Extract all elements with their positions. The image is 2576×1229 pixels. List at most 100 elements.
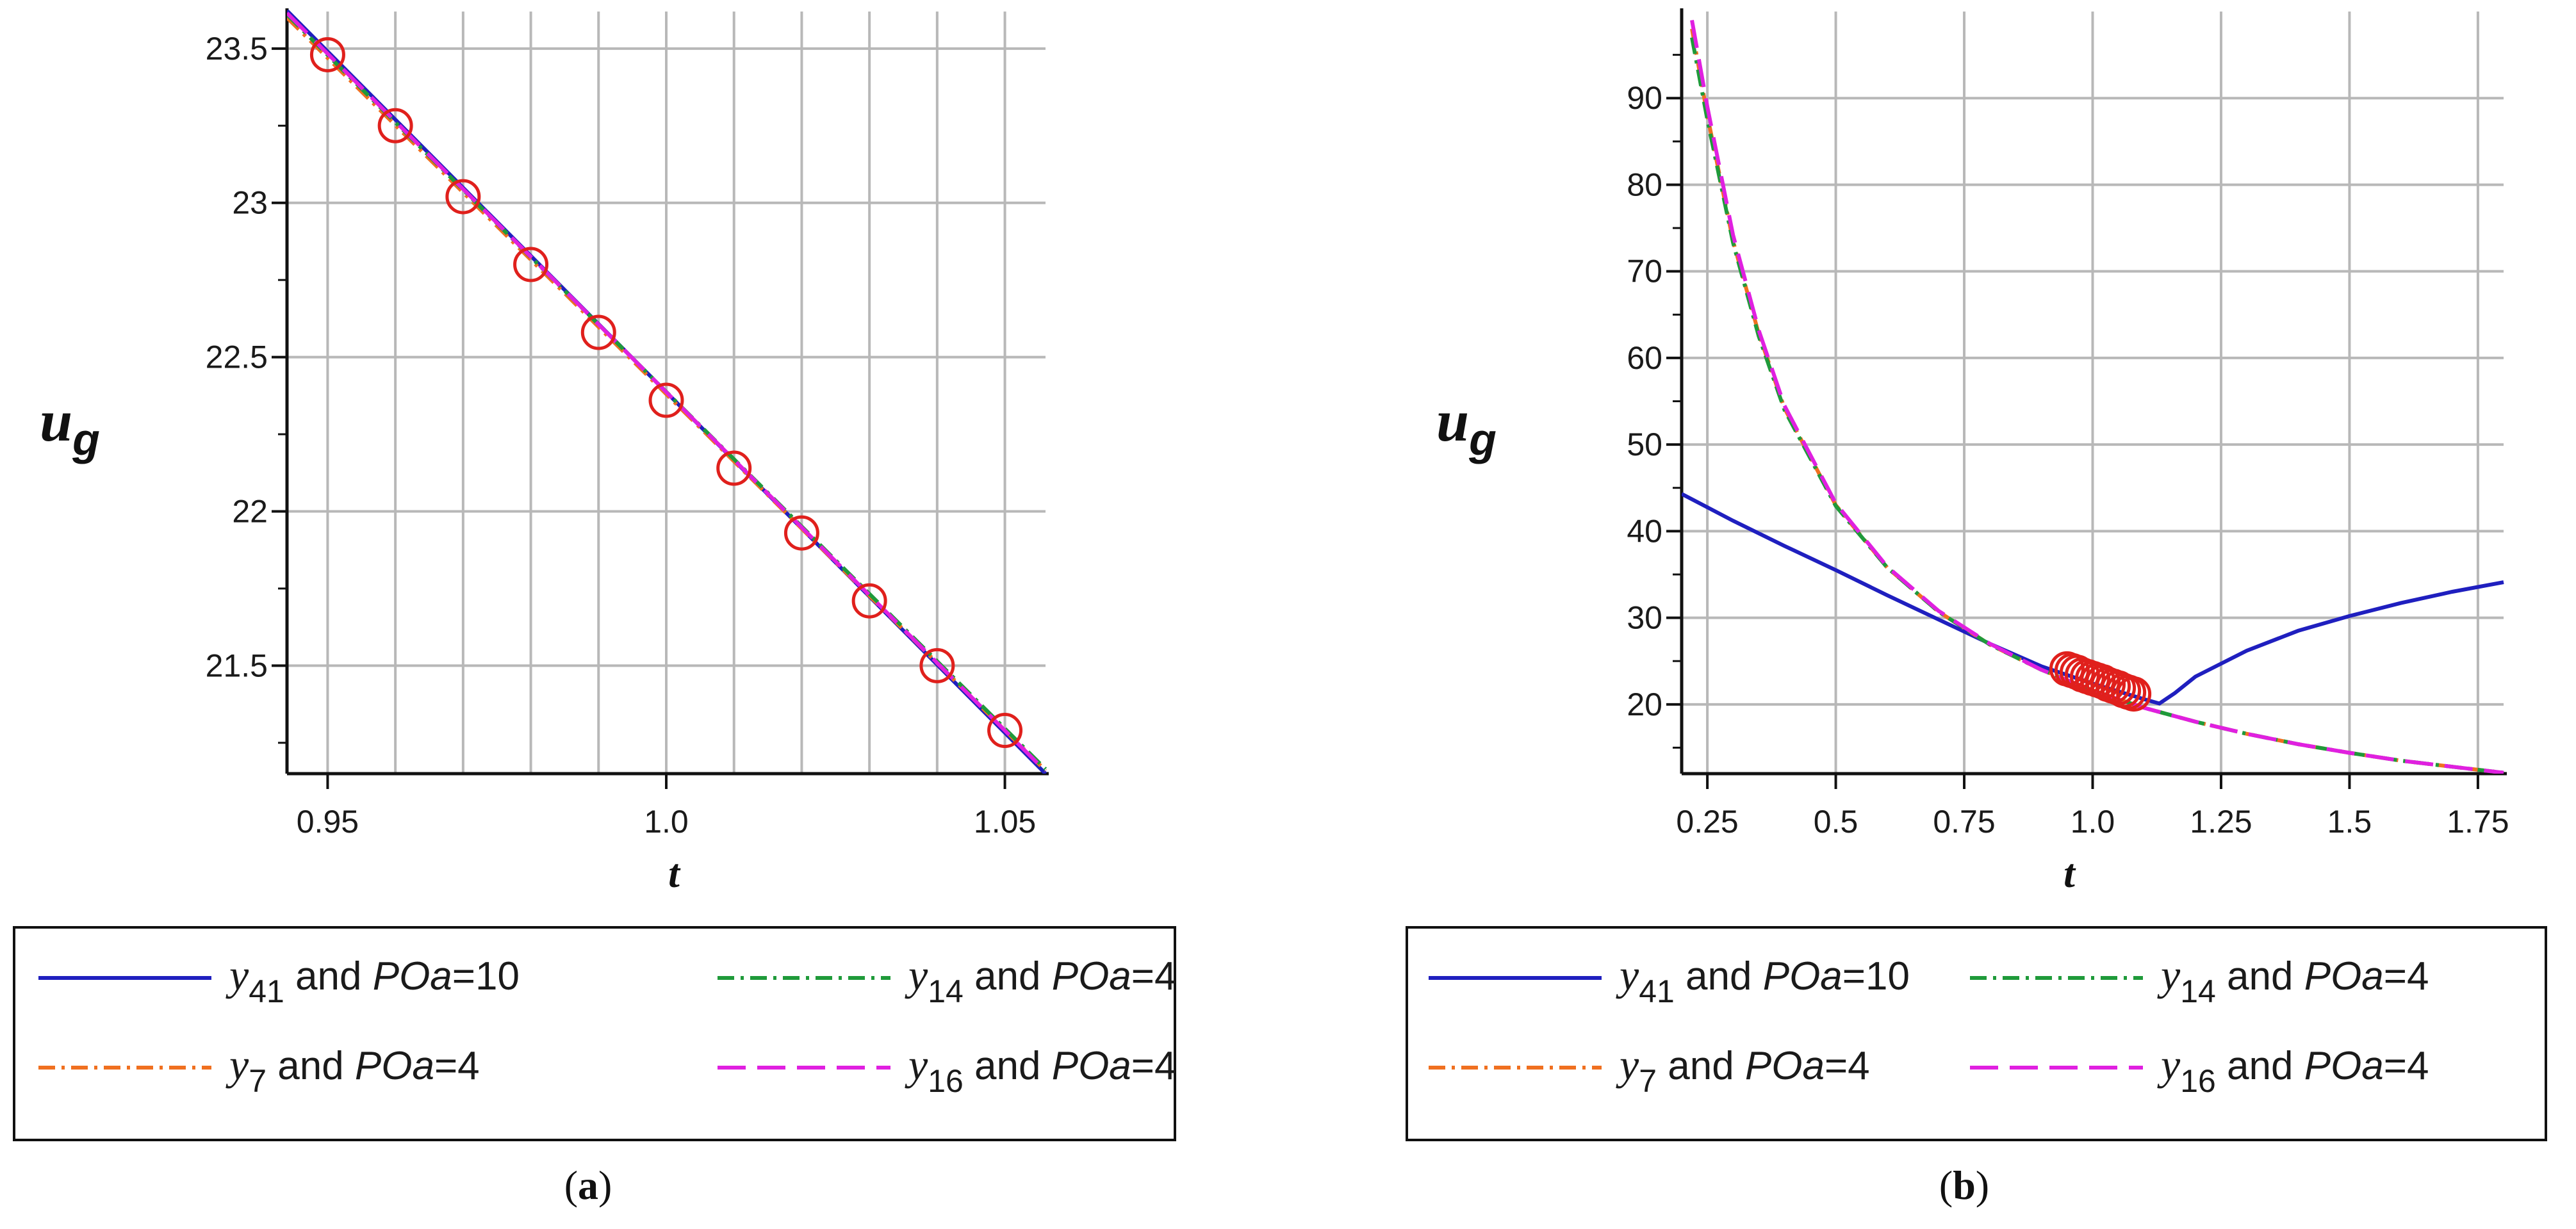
legend-entry: y14 and POa=4 bbox=[2157, 950, 2429, 1009]
legend-entry: y16 and POa=4 bbox=[905, 1040, 1176, 1099]
series-line bbox=[1690, 28, 2504, 774]
legend-subscript: 16 bbox=[928, 1063, 964, 1099]
legend-symbol: y bbox=[905, 950, 928, 999]
legend-entry: y41 and POa=10 bbox=[1616, 950, 1910, 1009]
legend-symbol: y bbox=[226, 950, 249, 999]
y-tick-label: 22 bbox=[232, 493, 268, 529]
x-tick-label: 0.95 bbox=[297, 804, 359, 840]
series-line bbox=[1690, 19, 2504, 774]
x-axis-label: t bbox=[2063, 851, 2076, 896]
legend-connector: and bbox=[2216, 954, 2304, 998]
caption-letter: b bbox=[1953, 1162, 1976, 1208]
data-point-marker bbox=[2116, 676, 2152, 712]
legend-value: =4 bbox=[1825, 1044, 1870, 1088]
legend-param: POa bbox=[2304, 1044, 2384, 1088]
legend-subscript: 14 bbox=[928, 973, 964, 1009]
legend-param: POa bbox=[1052, 1044, 1131, 1088]
legend-value: =10 bbox=[452, 954, 520, 998]
data-point-marker bbox=[580, 314, 616, 350]
legend-entry: y16 and POa=4 bbox=[2157, 1040, 2429, 1099]
y-tick-label: 30 bbox=[1627, 600, 1662, 636]
panel-caption: (a) bbox=[564, 1162, 612, 1208]
legend-symbol: y bbox=[2157, 1040, 2181, 1089]
legend-value: =4 bbox=[1131, 1044, 1177, 1088]
legend-param: POa bbox=[1745, 1044, 1825, 1088]
legend-connector: and bbox=[267, 1044, 355, 1088]
legend-param: POa bbox=[373, 954, 452, 998]
legend-param: POa bbox=[1763, 954, 1842, 998]
x-tick-label: 1.25 bbox=[2190, 804, 2252, 840]
legend-subscript: 16 bbox=[2180, 1063, 2216, 1099]
y-tick-label: 90 bbox=[1627, 80, 1662, 116]
y-tick-label: 40 bbox=[1627, 513, 1662, 549]
legend-connector: and bbox=[1675, 954, 1763, 998]
y-tick-label: 60 bbox=[1627, 340, 1662, 376]
legend-entry: y14 and POa=4 bbox=[905, 950, 1176, 1009]
legend-connector: and bbox=[2216, 1044, 2304, 1088]
legend-subscript: 41 bbox=[1639, 973, 1675, 1009]
x-axis-label: t bbox=[668, 851, 681, 896]
panel-caption: (b) bbox=[1939, 1162, 1989, 1208]
legend: y41 and POa=10 y14 and POa=4y7 and POa=4 y… bbox=[13, 926, 1176, 1141]
legend-param: POa bbox=[1052, 954, 1131, 998]
legend-subscript: 7 bbox=[1639, 1063, 1657, 1099]
y-axis-label-main: u bbox=[1436, 388, 1469, 453]
x-tick-label: 0.5 bbox=[1814, 804, 1858, 840]
y-tick-label: 23.5 bbox=[206, 31, 268, 67]
legend-param: POa bbox=[355, 1044, 434, 1088]
legend-entry: y7 and POa=4 bbox=[1616, 1040, 1870, 1099]
caption-close-paren: ) bbox=[1976, 1162, 1989, 1208]
x-tick-label: 0.25 bbox=[1676, 804, 1738, 840]
legend-symbol: y bbox=[226, 1040, 249, 1089]
legend-entry: y7 and POa=4 bbox=[226, 1040, 480, 1099]
legend-param: POa bbox=[2304, 954, 2384, 998]
x-tick-label: 1.0 bbox=[644, 804, 689, 840]
data-point-marker bbox=[987, 713, 1023, 749]
data-point-marker bbox=[919, 647, 955, 683]
x-tick-label: 1.5 bbox=[2327, 804, 2372, 840]
y-axis-label: ug bbox=[1436, 388, 1497, 464]
legend-connector: and bbox=[284, 954, 373, 998]
legend-box bbox=[1406, 926, 2547, 1141]
x-tick-label: 0.75 bbox=[1933, 804, 1995, 840]
legend-value: =4 bbox=[2384, 1044, 2429, 1088]
legend-value: =4 bbox=[1131, 954, 1177, 998]
x-tick-label: 1.75 bbox=[2447, 804, 2509, 840]
y-tick-label: 22.5 bbox=[206, 339, 268, 375]
caption-open-paren: ( bbox=[564, 1162, 578, 1208]
legend-connector: and bbox=[1657, 1044, 1745, 1088]
legend-symbol: y bbox=[1616, 1040, 1639, 1089]
data-point-marker bbox=[377, 108, 413, 143]
data-point-marker bbox=[445, 179, 481, 215]
y-tick-label: 20 bbox=[1627, 687, 1662, 722]
legend-value: =4 bbox=[434, 1044, 480, 1088]
data-point-marker bbox=[648, 382, 684, 418]
data-point-marker bbox=[783, 515, 819, 551]
x-tick-label: 1.0 bbox=[2071, 804, 2115, 840]
legend-symbol: y bbox=[2157, 950, 2181, 999]
x-tick-label: 1.05 bbox=[974, 804, 1036, 840]
chart-b: 20 30 40 50 60 70 80 90 0.25 0.5 0.75 1.0 1.25 1.5 1.7… bbox=[1406, 8, 2547, 1208]
caption-close-paren: ) bbox=[598, 1162, 612, 1208]
y-tick-label: 23 bbox=[232, 185, 268, 221]
y-tick-label: 50 bbox=[1627, 427, 1662, 462]
y-axis-label-main: u bbox=[40, 388, 72, 453]
legend-box bbox=[13, 926, 1176, 1141]
y-tick-label: 70 bbox=[1627, 254, 1662, 289]
data-point-marker bbox=[851, 583, 887, 619]
legend-subscript: 14 bbox=[2180, 973, 2216, 1009]
legend-entry: y41 and POa=10 bbox=[226, 950, 520, 1009]
caption-open-paren: ( bbox=[1939, 1162, 1953, 1208]
y-axis-label-sub: g bbox=[72, 414, 100, 464]
legend-symbol: y bbox=[1616, 950, 1639, 999]
legend-value: =10 bbox=[1842, 954, 1910, 998]
y-axis-label: ug bbox=[40, 388, 100, 464]
data-point-marker bbox=[716, 450, 752, 486]
legend-subscript: 7 bbox=[249, 1063, 267, 1099]
legend-symbol: y bbox=[905, 1040, 928, 1089]
data-point-marker bbox=[513, 247, 549, 282]
caption-letter: a bbox=[578, 1162, 598, 1208]
series-line bbox=[287, 12, 1047, 773]
